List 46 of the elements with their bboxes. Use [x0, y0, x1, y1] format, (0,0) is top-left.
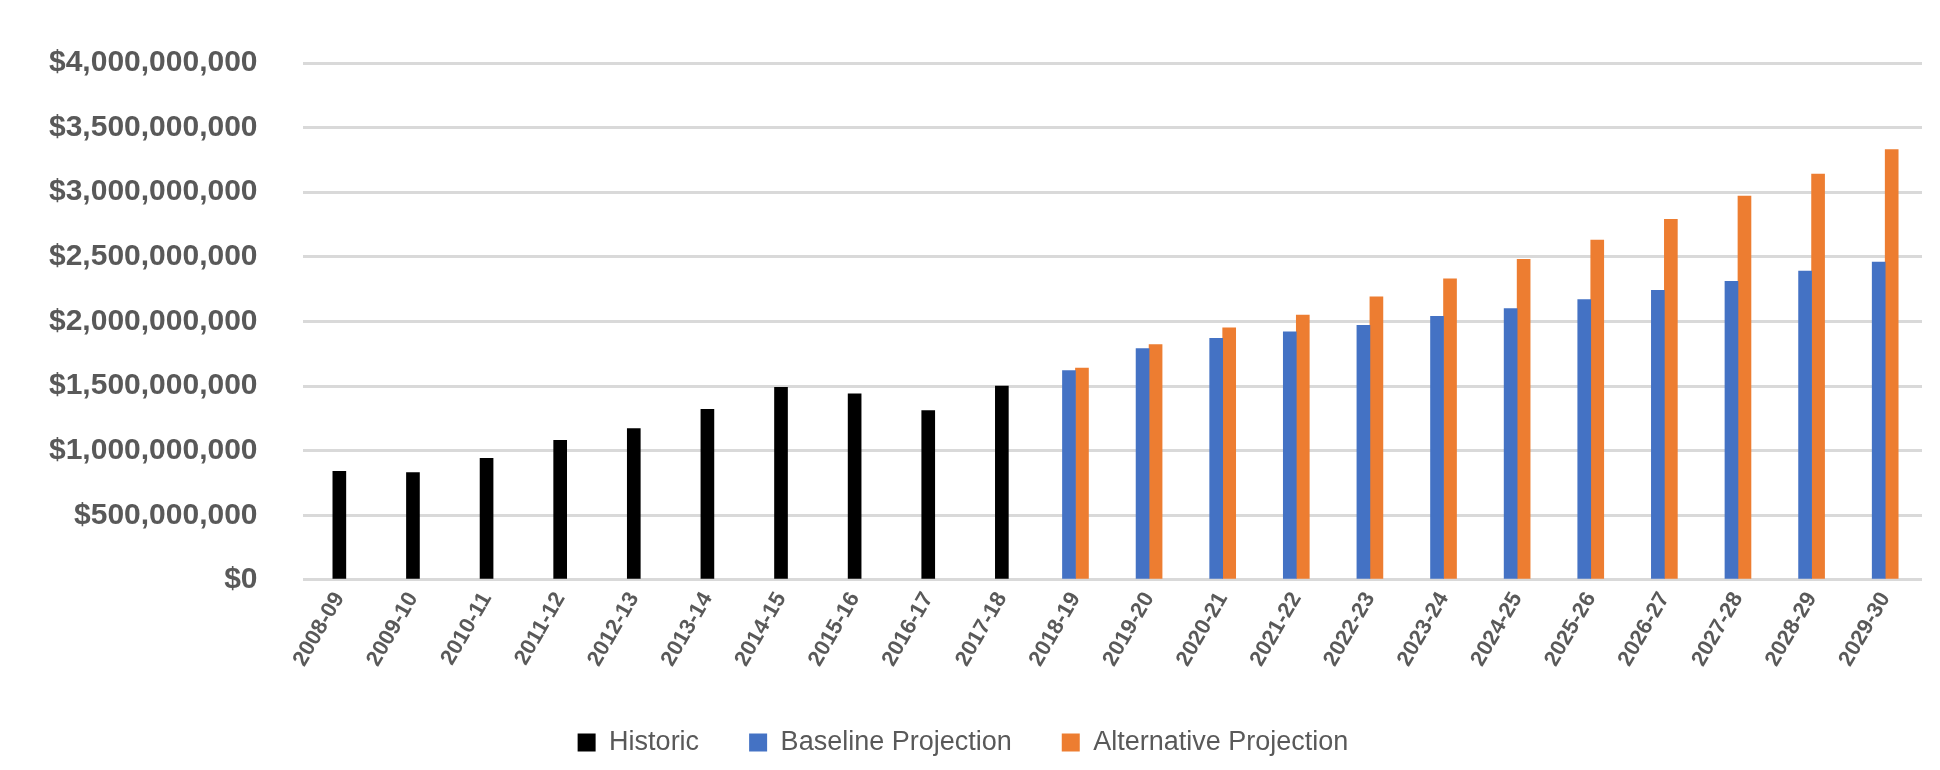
- y-tick-label: $1,000,000,000: [48, 431, 258, 465]
- bar: [1282, 331, 1297, 579]
- bar: [1798, 270, 1812, 579]
- bar: [1516, 259, 1531, 579]
- bar: [1737, 195, 1752, 579]
- bar: [626, 428, 641, 579]
- legend-label: Alternative Projection: [1093, 725, 1349, 756]
- bar: [1443, 278, 1457, 579]
- bar: [1062, 370, 1076, 579]
- bar: [1295, 314, 1310, 579]
- y-tick-label: $2,500,000,000: [48, 238, 258, 272]
- bar: [1075, 367, 1089, 579]
- legend-label: Historic: [609, 725, 700, 756]
- bar: [1664, 219, 1678, 579]
- y-tick-label: $2,000,000,000: [48, 302, 258, 336]
- bar: [479, 458, 494, 579]
- bar: [1209, 337, 1224, 579]
- bar: [1430, 315, 1444, 579]
- legend-label: Baseline Projection: [780, 725, 1012, 756]
- bar: [553, 439, 568, 579]
- y-tick-label: $500,000,000: [74, 496, 258, 530]
- bar: [1871, 261, 1886, 579]
- bar: [1148, 344, 1163, 579]
- y-tick-label: $3,500,000,000: [48, 108, 258, 142]
- bar: [1724, 281, 1739, 579]
- bar: [921, 410, 936, 579]
- bar: [1503, 308, 1518, 579]
- bar: [1577, 299, 1592, 579]
- bar: [1651, 290, 1665, 579]
- bar: [1590, 239, 1605, 579]
- bar: [995, 385, 1009, 579]
- y-tick-label: $3,000,000,000: [48, 173, 258, 207]
- bar: [406, 472, 420, 579]
- bar: [1884, 149, 1899, 579]
- bar: [1369, 296, 1384, 579]
- bar: [700, 408, 715, 579]
- y-tick-label: $4,000,000,000: [48, 44, 258, 78]
- y-tick-label: $1,500,000,000: [48, 367, 258, 401]
- y-tick-label: $0: [224, 561, 258, 595]
- bar: [332, 471, 347, 579]
- bar: [1811, 173, 1825, 579]
- bar: [774, 387, 788, 579]
- bar: [847, 393, 862, 579]
- bar: [1356, 324, 1371, 579]
- bar: [1135, 348, 1150, 579]
- bar: [1222, 327, 1237, 579]
